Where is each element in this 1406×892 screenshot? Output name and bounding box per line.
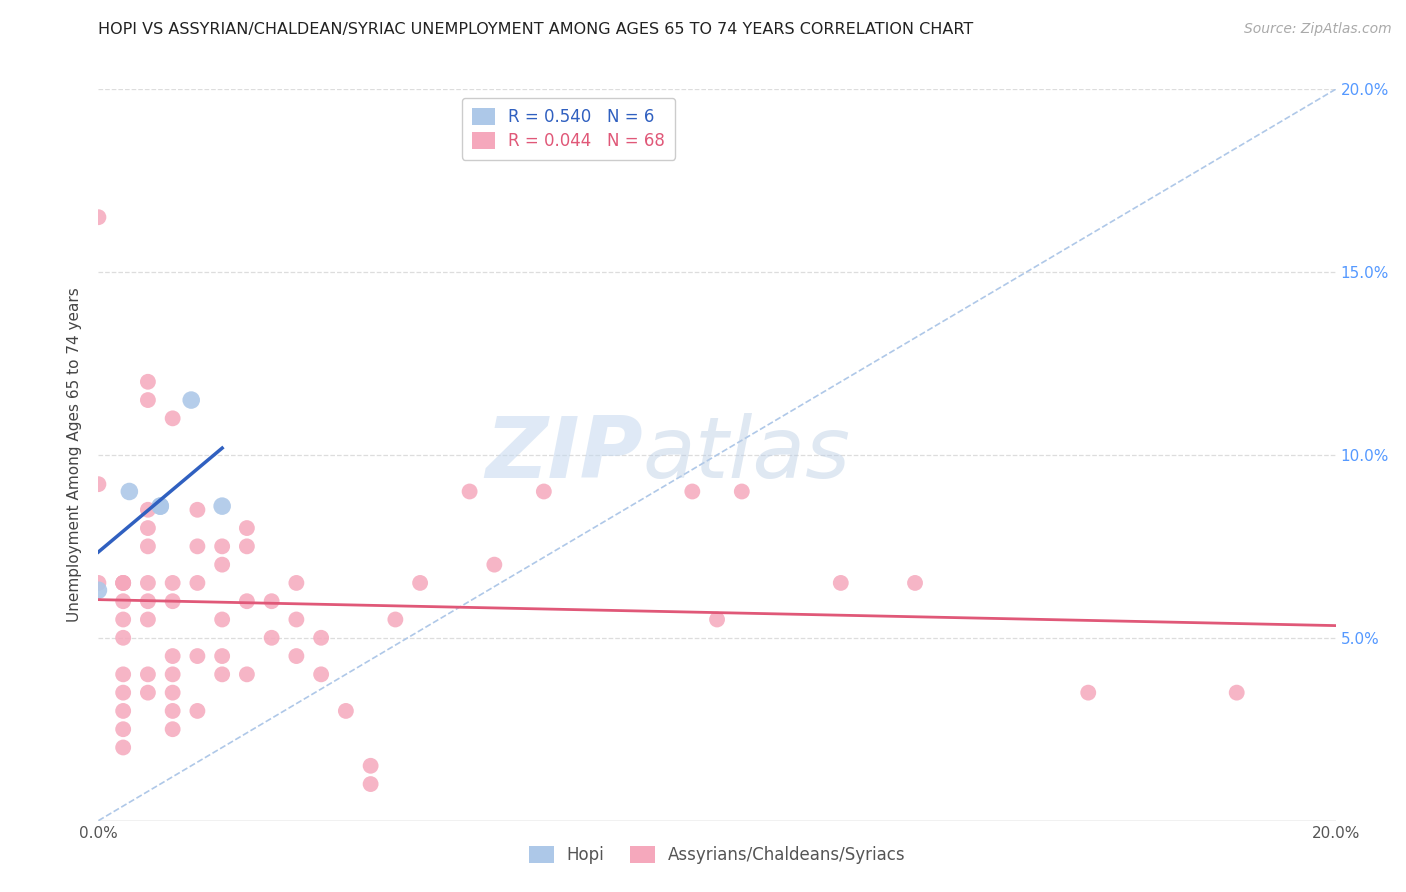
Point [285,613,308,627]
Point [136,392,159,407]
Point [118,484,141,499]
Point [112,631,135,645]
Point [87,576,110,591]
Point [136,576,159,591]
Point [136,375,159,389]
Point [236,594,259,608]
Point [484,558,506,572]
Point [136,613,159,627]
Point [87,211,110,225]
Point [186,539,208,553]
Point [681,484,703,499]
Point [211,667,233,681]
Point [112,576,135,591]
Point [112,576,135,591]
Point [87,477,110,491]
Legend: Hopi, Assyrians/Chaldeans/Syriacs: Hopi, Assyrians/Chaldeans/Syriacs [522,839,912,871]
Text: ZIP: ZIP [485,413,643,497]
Point [904,576,927,591]
Point [211,558,233,572]
Point [112,594,135,608]
Point [236,667,259,681]
Point [211,649,233,664]
Point [112,667,135,681]
Point [186,649,208,664]
Point [112,613,135,627]
Point [112,723,135,737]
Point [186,704,208,718]
Point [211,539,233,553]
Point [162,704,184,718]
Point [335,704,357,718]
Point [136,667,159,681]
Point [830,576,852,591]
Point [162,667,184,681]
Point [180,392,202,407]
Text: Source: ZipAtlas.com: Source: ZipAtlas.com [1244,22,1392,37]
Point [409,576,432,591]
Point [360,758,382,772]
Point [260,631,283,645]
Point [186,502,208,516]
Point [285,576,308,591]
Point [211,613,233,627]
Text: atlas: atlas [643,413,851,497]
Point [162,723,184,737]
Point [731,484,754,499]
Point [136,539,159,553]
Point [162,576,184,591]
Point [384,613,406,627]
Point [112,685,135,699]
Point [706,613,728,627]
Point [260,594,283,608]
Point [112,576,135,591]
Point [162,594,184,608]
Text: HOPI VS ASSYRIAN/CHALDEAN/SYRIAC UNEMPLOYMENT AMONG AGES 65 TO 74 YEARS CORRELAT: HOPI VS ASSYRIAN/CHALDEAN/SYRIAC UNEMPLO… [98,22,974,37]
Point [1226,685,1249,699]
Point [136,502,159,516]
Point [112,740,135,755]
Point [309,667,332,681]
Point [162,649,184,664]
Point [285,649,308,664]
Point [112,704,135,718]
Point [87,583,110,598]
Point [136,685,159,699]
Point [149,499,172,513]
Point [1077,685,1099,699]
Point [136,521,159,535]
Point [162,411,184,425]
Point [458,484,481,499]
Y-axis label: Unemployment Among Ages 65 to 74 years: Unemployment Among Ages 65 to 74 years [67,287,83,623]
Point [136,594,159,608]
Point [236,521,259,535]
Point [309,631,332,645]
Point [236,539,259,553]
Point [211,499,233,513]
Point [186,576,208,591]
Point [149,499,172,513]
Point [360,777,382,791]
Point [533,484,555,499]
Point [162,685,184,699]
